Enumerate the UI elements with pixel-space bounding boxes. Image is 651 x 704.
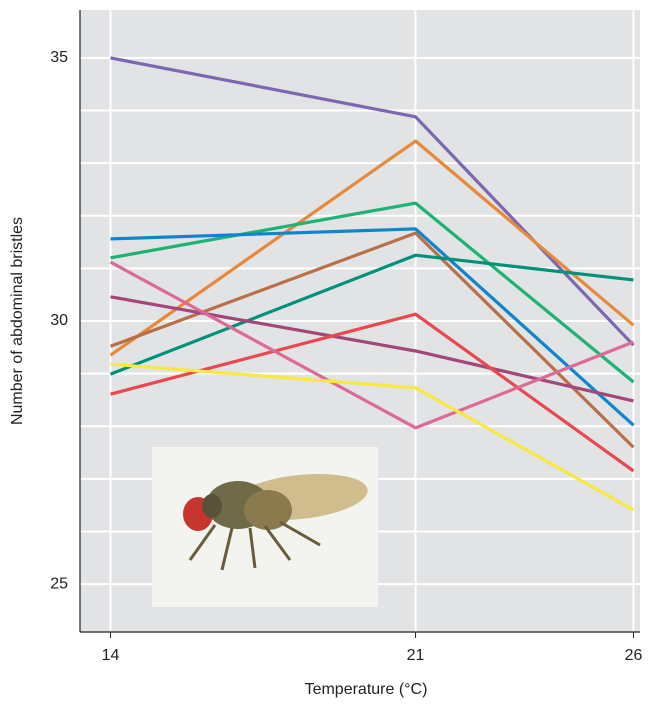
series-line — [110, 295, 634, 403]
lines — [109, 56, 635, 512]
y-tick-label: 30 — [50, 312, 68, 329]
series-line — [110, 201, 635, 384]
grid — [80, 10, 640, 632]
y-tick-label: 25 — [50, 575, 68, 592]
y-tick-label: 35 — [50, 49, 68, 66]
series-line — [110, 227, 635, 427]
y-axis-title: Number of abdominal bristles — [9, 217, 26, 425]
series-line — [110, 312, 635, 473]
series-line — [109, 139, 635, 357]
fly-photo — [152, 447, 378, 607]
x-tick-label: 21 — [407, 647, 425, 664]
series-line — [109, 260, 635, 430]
x-axis-title: Temperature (°C) — [305, 681, 428, 698]
series-line — [109, 253, 634, 376]
series-line — [109, 231, 635, 449]
series-line — [110, 56, 635, 347]
x-tick-label: 26 — [625, 647, 643, 664]
x-tick-label: 14 — [102, 647, 120, 664]
series-line — [110, 362, 635, 512]
